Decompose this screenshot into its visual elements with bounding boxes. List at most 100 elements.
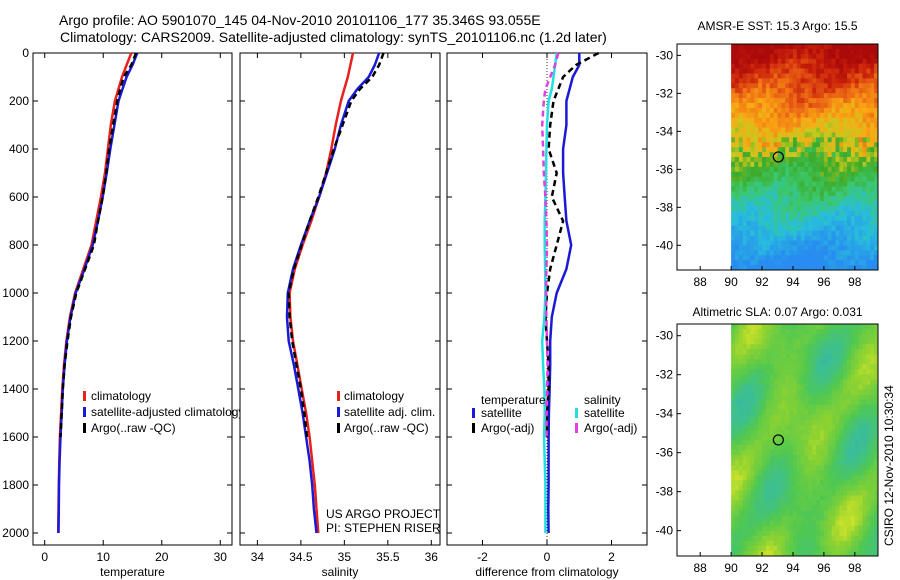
heatmap-cell: [854, 485, 860, 491]
heatmap-cell: [839, 475, 844, 481]
heatmap-cell: [831, 460, 836, 466]
heatmap-cell: [765, 196, 771, 202]
heatmap-cell: [762, 201, 767, 207]
heatmap-cell: [823, 545, 829, 552]
heatmap-cell: [831, 429, 836, 436]
heatmap-cell: [827, 550, 833, 557]
heatmap-cell: [789, 535, 794, 542]
heatmap-cell: [804, 470, 809, 476]
heatmap-cell: [831, 324, 836, 330]
heatmap-cell: [746, 53, 751, 60]
heatmap-cell: [758, 161, 763, 168]
heatmap-cell: [738, 157, 744, 163]
heatmap-cell: [731, 220, 736, 227]
heatmap-cell: [738, 215, 744, 222]
heatmap-cell: [831, 147, 836, 153]
heatmap-cell: [777, 324, 782, 330]
heatmap-cell: [850, 98, 856, 104]
heatmap-cell: [823, 550, 829, 557]
heatmap-cell: [831, 255, 836, 261]
heatmap-cell: [754, 240, 759, 246]
heatmap-cell: [835, 394, 840, 401]
heatmap-cell: [804, 215, 809, 222]
heatmap-cell: [731, 250, 736, 256]
heatmap-cell: [731, 53, 736, 60]
heatmap-cell: [762, 58, 767, 65]
heatmap-cell: [792, 500, 798, 506]
heatmap-cell: [777, 225, 782, 232]
heatmap-cell: [800, 475, 805, 481]
heatmap-cell: [738, 429, 744, 436]
heatmap-cell: [874, 505, 879, 512]
heatmap-cell: [850, 48, 856, 55]
heatmap-cell: [850, 78, 856, 84]
legend-swatch: [472, 408, 475, 418]
heatmap-cell: [854, 44, 860, 50]
heatmap-cell: [831, 500, 836, 506]
heatmap-cell: [823, 535, 829, 542]
heatmap-cell: [866, 490, 871, 496]
heatmap-cell: [731, 127, 736, 133]
heatmap-cell: [835, 530, 840, 537]
heatmap-cell: [862, 137, 867, 143]
heatmap-cell: [750, 230, 755, 237]
heatmap-cell: [843, 349, 848, 355]
heatmap-cell: [781, 250, 786, 256]
heatmap-cell: [862, 339, 867, 345]
heatmap-cell: [758, 389, 763, 396]
heatmap-cell: [785, 152, 790, 158]
heatmap-cell: [781, 132, 786, 138]
heatmap-cell: [800, 480, 805, 486]
heatmap-cell: [781, 495, 786, 501]
heatmap-cell: [773, 339, 778, 345]
heatmap-cell: [843, 88, 848, 94]
legend-label: Argo(-adj): [584, 421, 637, 435]
heatmap-cell: [731, 334, 736, 340]
heatmap-cell: [738, 535, 744, 542]
heatmap-cell: [850, 53, 856, 60]
heatmap-cell: [808, 475, 813, 481]
heatmap-cell: [874, 112, 879, 119]
heatmap-cell: [731, 460, 736, 466]
heatmap-cell: [738, 206, 744, 212]
heatmap-cell: [742, 434, 747, 441]
heatmap-cell: [835, 354, 840, 360]
heatmap-cell: [785, 260, 790, 266]
heatmap-cell: [785, 500, 790, 506]
heatmap-cell: [839, 53, 844, 60]
heatmap-cell: [839, 445, 844, 451]
heatmap-cell: [758, 485, 763, 491]
heatmap-cell: [847, 215, 852, 222]
heatmap-cell: [874, 414, 879, 421]
heatmap-cell: [762, 83, 767, 89]
heatmap-cell: [789, 374, 794, 380]
heatmap-cell: [831, 399, 836, 406]
heatmap-cell: [746, 122, 751, 128]
heatmap-cell: [796, 495, 802, 501]
heatmap-cell: [870, 545, 875, 552]
heatmap-cell: [754, 490, 759, 496]
heatmap-cell: [750, 445, 755, 451]
heatmap-cell: [796, 510, 802, 517]
heatmap-cell: [785, 98, 790, 104]
heatmap-cell: [858, 53, 863, 60]
heatmap-cell: [754, 83, 759, 89]
heatmap-cell: [816, 344, 821, 350]
heatmap-cell: [758, 354, 763, 360]
heatmap-cell: [800, 545, 805, 552]
heatmap-cell: [800, 344, 805, 350]
heatmap-cell: [738, 394, 744, 401]
heatmap-cell: [773, 399, 778, 406]
heatmap-cell: [850, 63, 856, 69]
heatmap-cell: [820, 344, 825, 350]
heatmap-cell: [808, 112, 813, 119]
heatmap-cell: [816, 414, 821, 421]
heatmap-cell: [750, 475, 755, 481]
heatmap-cell: [769, 68, 775, 74]
heatmap-cell: [812, 379, 817, 385]
heatmap-cell: [773, 530, 778, 537]
heatmap-cell: [835, 450, 840, 456]
heatmap-cell: [858, 424, 863, 431]
heatmap-cell: [800, 535, 805, 542]
heatmap-cell: [812, 450, 817, 456]
